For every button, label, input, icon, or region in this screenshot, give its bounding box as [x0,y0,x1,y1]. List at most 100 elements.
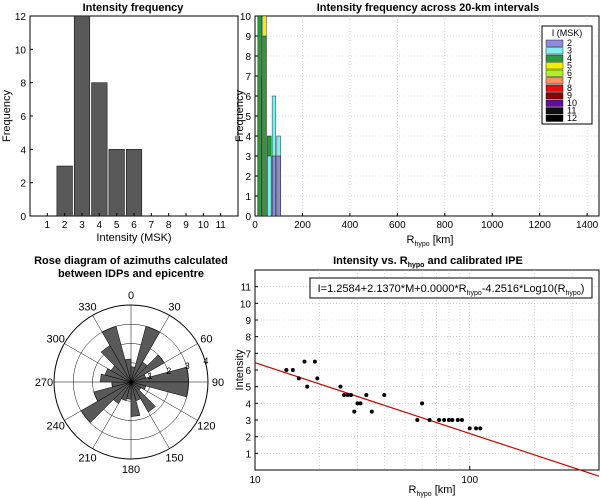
x-tick-label: 10 [249,475,261,486]
y-tick-label: 0 [20,212,26,223]
legend-swatch-5 [545,62,564,70]
intensity-vs-distance-panel: Intensity vs. Rhypo and calibrated IPE 1… [234,255,600,498]
legend-swatch-2 [545,39,564,47]
x-tick-label: 2 [62,220,68,231]
observation-point [382,393,387,397]
ipe-xlabel-main: R [409,484,417,496]
x-tick-label: 400 [342,220,359,231]
distance-histogram-xlabel-main: R [407,234,415,246]
rose-radial-label: 2 [166,366,171,376]
ipe-title-end: and calibrated IPE [424,255,522,267]
legend-label-11: 11 [567,106,576,116]
observation-point [290,368,295,372]
y-tick-label: 10 [240,12,252,23]
ipe-title: Intensity vs. Rhypo and calibrated IPE [333,255,523,269]
y-tick-label: 4 [20,145,26,156]
legend-label-10: 10 [567,98,577,108]
x-tick-label: 5 [114,220,120,231]
rose-angle-label: 270 [35,377,53,389]
rose-title-line-1: Rose diagram of azimuths calculated [34,255,228,267]
x-tick-label: 600 [389,220,406,231]
y-tick-label: 8 [20,79,26,90]
y-tick-label: 10 [15,45,27,56]
rose-angle-label: 0 [128,290,134,302]
legend-label-9: 9 [567,91,572,101]
ipe-xlabel-sub: hypo [416,491,431,498]
y-tick-label: 3 [245,416,251,427]
distance-bar-i4-40 [262,35,267,217]
legend-swatch-10 [545,99,564,107]
x-tick-label: 9 [183,220,189,231]
equation-text: I=1.2584+2.1370*M+0.0000*Rhypo-4.2516*Lo… [318,283,585,297]
observation-point [342,393,347,397]
legend-swatch-8 [545,84,564,92]
intensity-bar-4 [91,82,108,217]
equation-main: I=1.2584+2.1370*M+0.0000*R [318,283,467,295]
x-tick-label: 1400 [576,220,599,231]
ipe-fit-line [254,362,600,477]
intensity-frequency-title: Intensity frequency [83,2,185,14]
y-tick-label: 10 [240,299,252,310]
observation-point [450,418,455,422]
y-tick-label: 9 [245,32,251,43]
observation-point [358,401,363,406]
y-tick-label: 2 [20,179,26,190]
legend-label-4: 4 [567,53,572,63]
y-tick-label: 4 [245,399,251,410]
observation-point [355,401,360,406]
observation-point [446,418,451,422]
legend-swatch-3 [545,47,564,55]
intensity-bar-3 [73,15,91,217]
y-tick-label: 5 [245,112,251,123]
distance-histogram-xlabel: Rhypo [km] [407,234,454,248]
x-tick-label: 1200 [529,220,552,231]
rose-angle-label: 300 [46,334,64,346]
distance-bar-i4-20 [257,15,262,217]
intensity-bar-5 [108,149,125,217]
y-tick-label: 4 [245,132,251,143]
legend-label-2: 2 [567,38,572,48]
rose-angle-label: 30 [168,302,180,314]
legend-label-7: 7 [567,76,572,86]
legend-label-3: 3 [567,46,572,56]
legend-label-12: 12 [567,113,577,123]
legend-label-6: 6 [567,68,572,78]
y-tick-label: 1 [245,449,251,460]
ipe-title-main: Intensity vs. R [333,255,408,267]
ipe-xlabel-unit: [km] [432,484,456,496]
x-tick-label: 1000 [481,220,504,231]
distance-histogram-xlabel-unit: [km] [430,234,454,246]
ipe-title-sub: hypo [408,262,425,269]
observation-point [305,384,310,389]
legend-swatch-6 [545,69,564,77]
rose-angle-label: 150 [165,452,183,464]
y-tick-label: 8 [245,52,251,63]
observation-point [312,359,317,364]
x-tick-label: 7 [149,220,155,231]
legend-swatch-4 [545,54,564,62]
rose-sector-22.5 [130,325,161,383]
y-tick-label: 2 [245,433,251,444]
rose-angle-label: 180 [122,464,140,476]
y-tick-label: 12 [15,12,27,23]
y-tick-label: 7 [245,72,251,83]
observation-point [338,384,343,389]
legend-label-8: 8 [567,83,572,93]
legend-label-5: 5 [567,61,572,71]
x-tick-label: 200 [294,220,311,231]
intensity-frequency-xlabel: Intensity (MSK) [96,232,171,244]
distance-bar-i2-100 [276,155,281,217]
observation-point [302,359,307,364]
x-tick-label: 3 [79,220,85,231]
ipe-ylabel: Intensity [234,349,246,390]
x-tick-label: 800 [436,220,453,231]
ipe-xlabel: Rhypo [km] [409,484,456,498]
observation-point [415,418,420,422]
rose-radial-label: 3 [185,361,190,371]
equation-end: ) [581,283,585,295]
observation-point [284,368,289,372]
distance-histogram-xlabel-sub: hypo [414,241,429,248]
x-tick-label: 11 [215,220,226,231]
equation-box [309,277,593,299]
